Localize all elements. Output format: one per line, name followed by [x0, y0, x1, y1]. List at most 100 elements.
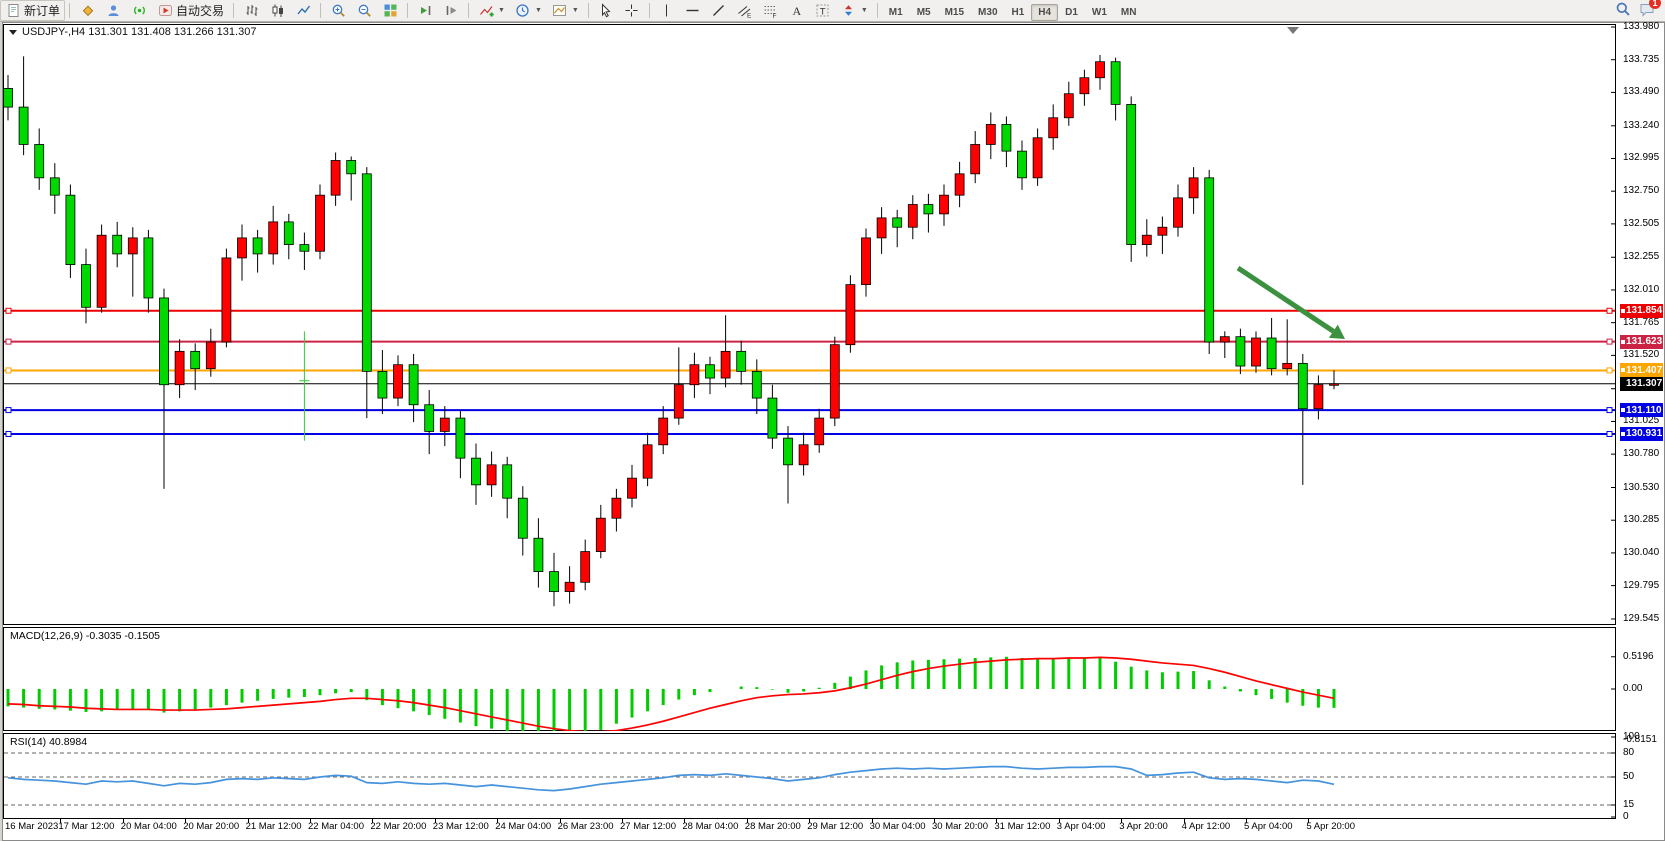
- price-scale[interactable]: 133.980 133.735 133.490 133.240 132.995 132.7…: [1619, 21, 1664, 822]
- price-tick-label: 133.735: [1623, 53, 1660, 65]
- candle-body: [439, 417, 450, 432]
- arrows-shapes-button[interactable]: ▼: [836, 0, 873, 21]
- level-handle[interactable]: [5, 367, 12, 374]
- candle-body: [611, 497, 622, 519]
- level-handle[interactable]: [1606, 367, 1613, 374]
- level-handle[interactable]: [1606, 430, 1613, 437]
- level-handle[interactable]: [5, 338, 12, 345]
- horizontal-line-button[interactable]: [680, 0, 706, 21]
- timeframe-M1[interactable]: M1: [888, 6, 903, 18]
- horizontal-line-icon: [685, 3, 701, 19]
- level-handle[interactable]: [5, 307, 12, 314]
- level-handle[interactable]: [1606, 407, 1613, 414]
- templates-button[interactable]: ▼: [547, 0, 584, 21]
- macd-axis-label: 0.00: [1623, 683, 1643, 694]
- trend-arrow-head[interactable]: [1328, 324, 1345, 339]
- svg-text:A: A: [793, 4, 802, 18]
- channel-button[interactable]: E: [732, 0, 758, 21]
- candle-body: [970, 144, 981, 175]
- timeframe-M15[interactable]: M15: [944, 6, 965, 18]
- candle-body: [1219, 336, 1230, 343]
- level-handle[interactable]: [5, 430, 12, 437]
- trendline-button[interactable]: [706, 0, 732, 21]
- level-handle[interactable]: [1606, 338, 1613, 345]
- level-label-handle: [1621, 308, 1625, 313]
- rsi-axis-label: 15: [1623, 799, 1635, 810]
- indicators-button[interactable]: ▼: [473, 0, 510, 21]
- profile-button[interactable]: [100, 0, 126, 21]
- trend-arrow-line[interactable]: [1236, 265, 1335, 334]
- candle-body: [751, 370, 762, 399]
- macd-panel[interactable]: [3, 627, 1616, 731]
- timeframe-D1[interactable]: D1: [1065, 6, 1078, 18]
- candle-body: [49, 177, 60, 196]
- candle-body: [954, 173, 965, 196]
- candle-body: [486, 464, 497, 486]
- auto-scroll-button[interactable]: [412, 0, 438, 21]
- toolbar-separator: [320, 3, 322, 18]
- vertical-line-icon: [659, 3, 675, 19]
- time-tick-label: 24 Mar 04:00: [495, 821, 552, 832]
- search-icon[interactable]: [1615, 1, 1631, 17]
- candle-body: [1251, 337, 1261, 367]
- candle-body: [471, 457, 481, 486]
- periods-button[interactable]: ▼: [510, 0, 547, 21]
- level-handle[interactable]: [1606, 307, 1613, 314]
- cursor-button[interactable]: [593, 0, 619, 21]
- vertical-line-button[interactable]: [654, 0, 680, 21]
- candle-body: [1266, 337, 1277, 370]
- autotrading-button[interactable]: 自动交易: [152, 0, 229, 21]
- timeframe-H1[interactable]: H1: [1011, 6, 1025, 18]
- rsi-line: [7, 765, 1335, 792]
- person-icon: [105, 3, 121, 19]
- chart-shift-button[interactable]: [438, 0, 464, 21]
- zoom-in-button[interactable]: [325, 0, 351, 21]
- zoom-in-icon: [330, 3, 346, 19]
- bar-chart-button[interactable]: [238, 0, 264, 21]
- time-tick-mark: [122, 819, 124, 823]
- time-tick-label: 4 Apr 12:00: [1181, 821, 1231, 832]
- candle-body: [939, 194, 949, 215]
- level-handle[interactable]: [5, 407, 12, 414]
- symbols-button[interactable]: [74, 0, 100, 21]
- candle-body: [627, 477, 637, 499]
- timeframe-M30[interactable]: M30: [978, 6, 998, 18]
- chart-shift-icon: [443, 3, 459, 19]
- collapse-chart-icon[interactable]: [9, 29, 17, 35]
- autotrading-icon: [157, 3, 173, 19]
- candle-body: [720, 350, 731, 379]
- price-tick-label: 129.795: [1623, 579, 1660, 591]
- text-button[interactable]: A: [784, 0, 810, 21]
- candle-body: [205, 341, 216, 370]
- new-order-button[interactable]: 新订单: [0, 0, 66, 21]
- time-tick-mark: [1246, 819, 1247, 823]
- signals-button[interactable]: [126, 0, 152, 21]
- crosshair-button[interactable]: [619, 0, 645, 21]
- fibonacci-button[interactable]: F: [758, 0, 784, 21]
- timeframe-W1[interactable]: W1: [1091, 6, 1107, 18]
- chat-icon[interactable]: 1: [1639, 0, 1661, 17]
- candle-body: [1313, 384, 1324, 410]
- timeframe-MN[interactable]: MN: [1120, 6, 1137, 18]
- candle-body: [424, 404, 435, 432]
- chart-shift-marker[interactable]: [1287, 27, 1299, 34]
- candle-body: [1282, 362, 1293, 370]
- timeframe-H4[interactable]: H4: [1031, 3, 1059, 21]
- zoom-out-button[interactable]: [351, 0, 377, 21]
- candle-body: [907, 204, 918, 228]
- candlestick-chart-button[interactable]: [264, 0, 290, 21]
- rsi-panel[interactable]: [3, 733, 1616, 819]
- line-chart-button[interactable]: [290, 0, 316, 21]
- time-tick-label: 3 Apr 20:00: [1119, 821, 1168, 832]
- timeframe-M5[interactable]: M5: [916, 6, 931, 18]
- price-tick-label: 130.530: [1623, 481, 1660, 493]
- tile-windows-button[interactable]: [377, 0, 403, 21]
- time-scale[interactable]: 16 Mar 2023 17 Mar 12:00 20 Mar 04:00 20 Ma…: [3, 819, 1664, 840]
- price-chart-panel[interactable]: [3, 24, 1616, 625]
- time-tick-label: 29 Mar 12:00: [807, 821, 864, 832]
- text-label-button[interactable]: T: [810, 0, 836, 21]
- time-tick-mark: [497, 819, 499, 823]
- toolbar-separator: [876, 3, 878, 18]
- rsi-title: RSI(14) 40.8984: [10, 736, 88, 748]
